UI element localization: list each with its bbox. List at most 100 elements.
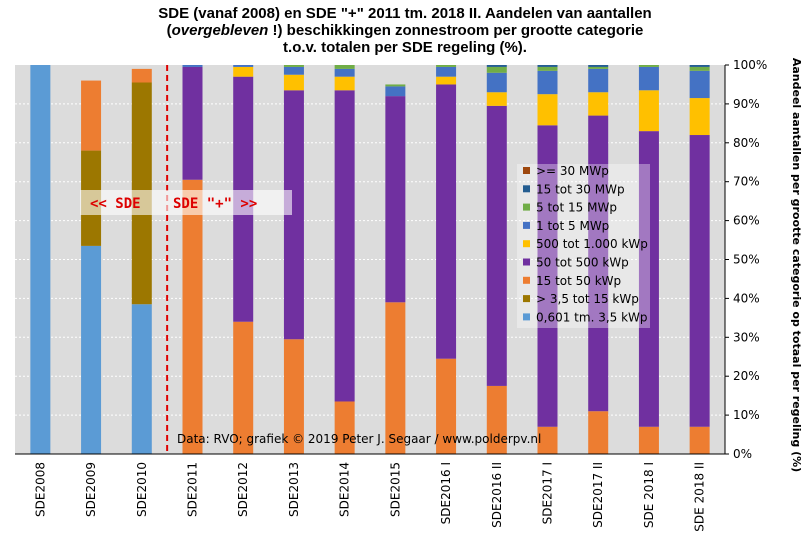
bar-segment-5-2: [283, 339, 304, 454]
y-tick-label: 70%: [733, 175, 760, 189]
bar-segment-3-2: [182, 179, 203, 454]
bar-segment-12-2: [638, 426, 659, 454]
x-tick-label: SDE2010: [135, 462, 149, 517]
annotation-left: << SDE: [90, 196, 141, 212]
legend-swatch: [523, 240, 530, 248]
title-line-1: SDE (vanaf 2008) en SDE "+" 2011 tm. 201…: [158, 5, 651, 22]
bar-segment-12-3: [638, 131, 659, 427]
x-tick-label: SDE2017 II: [591, 462, 605, 528]
y-tick-label: 80%: [733, 136, 760, 150]
bar-segment-11-6: [588, 66, 609, 69]
bar-segment-2-2: [131, 68, 152, 83]
bar-segment-6-3: [334, 90, 355, 402]
bar-segment-7-5: [385, 86, 406, 97]
x-tick-label: SDE2016 II: [490, 462, 504, 528]
legend-swatch: [523, 313, 530, 321]
title-line-2-pre: (: [167, 22, 172, 39]
bar-segment-7-2: [385, 302, 406, 454]
bar-segment-9-4: [486, 92, 507, 106]
bar-segment-9-7: [486, 65, 507, 67]
bar-segment-12-4: [638, 90, 659, 132]
bar-segment-12-5: [638, 66, 659, 91]
credit-text: Data: RVO; grafiek © 2019 Peter J. Segaa…: [177, 432, 541, 446]
y-tick-label: 30%: [733, 330, 760, 344]
chart-title: SDE (vanaf 2008) en SDE "+" 2011 tm. 201…: [158, 5, 651, 56]
legend-label: 15 tot 50 kWp: [536, 274, 621, 288]
bar-segment-1-2: [81, 80, 102, 151]
y-tick-label: 90%: [733, 97, 760, 111]
title-line-2-italic: overgebleven: [172, 22, 269, 39]
bar-segment-13-3: [689, 135, 710, 427]
bar-segment-3-3: [182, 66, 203, 180]
bar-segment-5-6: [283, 65, 304, 67]
y-axis: 0% 10% 20% 30% 40% 50% 60% 70% 80% 90% 100%: [724, 58, 767, 461]
legend-swatch: [523, 203, 530, 211]
y-tick-label: 0%: [733, 447, 752, 461]
bar-segment-2-0: [131, 304, 152, 454]
legend-swatch: [523, 185, 530, 193]
bar-segment-10-7: [537, 65, 558, 67]
bar-segment-10-3: [537, 125, 558, 427]
legend-label: 15 tot 30 MWp: [536, 182, 625, 196]
x-tick-label: SDE 2018 II: [693, 462, 707, 532]
bar-segment-11-7: [588, 65, 609, 67]
bar-segment-7-3: [385, 96, 406, 303]
bar-segment-6-2: [334, 401, 355, 454]
bar-segment-6-6: [334, 65, 355, 69]
x-tick-label: SDE2011: [186, 462, 200, 517]
x-tick-label: SDE 2018 I: [642, 462, 656, 528]
x-tick-label: SDE2017 I: [541, 462, 555, 524]
bar-segment-13-5: [689, 70, 710, 99]
bar-segment-6-4: [334, 76, 355, 91]
legend-swatch: [523, 295, 530, 303]
bar-segment-7-6: [385, 84, 406, 87]
title-line-2: (overgebleven !) beschikkingen zonnestro…: [167, 22, 644, 39]
legend-swatch: [523, 221, 530, 229]
bar-segment-10-6: [537, 66, 558, 71]
y-tick-label: 50%: [733, 253, 760, 267]
legend-box: [517, 164, 650, 328]
bar-segment-8-4: [436, 76, 457, 85]
bar-segment-8-6: [436, 65, 457, 67]
x-tick-label: SDE2016 I: [439, 462, 453, 524]
bar-segment-12-6: [638, 65, 659, 67]
y-tick-label: 40%: [733, 291, 760, 305]
bar-segment-0-0: [30, 65, 51, 454]
bar-segment-11-2: [588, 411, 609, 454]
annotation-box: [80, 190, 292, 215]
bar-segment-6-5: [334, 68, 355, 77]
x-tick-label: SDE2013: [287, 462, 301, 517]
bar-segment-5-4: [283, 74, 304, 91]
bar-segment-5-5: [283, 66, 304, 75]
bar-segment-10-4: [537, 94, 558, 126]
legend-swatch: [523, 167, 530, 174]
bar-segment-10-5: [537, 70, 558, 95]
bar-segment-4-4: [233, 66, 254, 77]
bar-segment-8-5: [436, 66, 457, 77]
legend: >= 30 MWp 15 tot 30 MWp 5 tot 15 MWp 1 tot …: [517, 164, 650, 328]
legend-label: 500 tot 1.000 kWp: [536, 237, 648, 251]
bar-segment-11-5: [588, 68, 609, 93]
y-tick-label: 20%: [733, 369, 760, 383]
x-tick-label: SDE2012: [236, 462, 250, 517]
bar-segment-13-7: [689, 65, 710, 67]
y-axis-label: Aandeel aantallen per grootte categorie …: [790, 58, 803, 472]
legend-label: 50 tot 500 kWp: [536, 256, 629, 270]
bar-segment-9-6: [486, 66, 507, 73]
x-tick-label: SDE2008: [33, 462, 47, 517]
bars: [30, 65, 710, 454]
bar-segment-8-3: [436, 84, 457, 359]
legend-label: >= 30 MWp: [536, 164, 609, 178]
legend-label: 0,601 tm. 3,5 kWp: [536, 310, 648, 324]
title-line-2-post: !) beschikkingen zonnestroom per grootte…: [268, 22, 643, 39]
bar-segment-4-2: [233, 321, 254, 454]
bar-segment-10-2: [537, 426, 558, 454]
y-tick-label: 100%: [733, 58, 767, 72]
x-tick-label: SDE2009: [84, 462, 98, 517]
annotation-right: SDE "+" >>: [173, 196, 257, 212]
bar-segment-11-4: [588, 92, 609, 116]
bar-segment-9-5: [486, 72, 507, 93]
y-tick-label: 10%: [733, 408, 760, 422]
bar-segment-9-2: [486, 385, 507, 454]
